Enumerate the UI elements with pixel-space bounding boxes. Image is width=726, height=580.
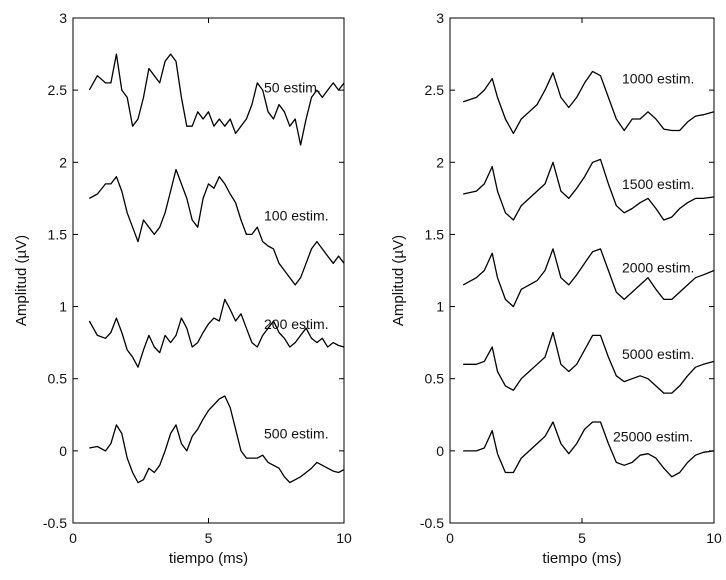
series-label: 1500 estim. (622, 176, 694, 192)
series-label: 50 estim. (264, 79, 321, 95)
series-label: 1000 estim. (622, 71, 694, 87)
series-label: 25000 estim. (613, 428, 693, 444)
trace-25000-estim (463, 421, 715, 478)
y-tick-label: 2 (436, 154, 444, 170)
y-tick-label: 1.5 (425, 226, 445, 242)
x-tick-label: 0 (446, 530, 454, 546)
trace-500-estim (89, 395, 345, 484)
y-tick-label: 1.5 (48, 226, 68, 242)
y-tick-label: 1 (436, 299, 444, 315)
y-tick-label: 0.5 (48, 371, 68, 387)
y-tick-label: 2 (59, 154, 67, 170)
series-label: 200 estim. (264, 316, 329, 332)
y-axis-label: Amplitud (µV) (13, 235, 30, 326)
x-tick-label: 10 (336, 530, 352, 546)
y-tick-label: 1 (59, 299, 67, 315)
trace-2000-estim (462, 248, 715, 308)
series-label: 500 estim. (264, 426, 329, 442)
y-tick-label: 0 (59, 443, 67, 459)
series-label: 5000 estim. (622, 346, 694, 362)
trace-1500-estim (463, 158, 715, 221)
y-tick-label: 3 (59, 10, 67, 26)
x-tick-label: 5 (578, 530, 586, 546)
y-tick-label: 2.5 (48, 82, 68, 98)
x-tick-label: 0 (69, 530, 77, 546)
y-axis-label: Amplitud (µV) (390, 235, 407, 326)
y-tick-label: 2.5 (425, 82, 445, 98)
y-tick-label: -0.5 (420, 515, 444, 531)
x-tick-label: 10 (706, 530, 722, 546)
y-tick-label: -0.5 (43, 515, 67, 531)
y-tick-label: 0.5 (425, 371, 445, 387)
y-tick-label: 3 (436, 10, 444, 26)
trace-1000-estim (462, 70, 715, 135)
series-label: 100 estim. (264, 208, 329, 224)
x-axis-label: tiempo (ms) (169, 550, 248, 567)
x-tick-label: 5 (205, 530, 213, 546)
y-tick-label: 0 (436, 443, 444, 459)
series-label: 2000 estim. (622, 260, 694, 276)
trace-200-estim (88, 298, 345, 368)
x-axis-label: tiempo (ms) (542, 550, 621, 567)
trace-5000-estim (463, 331, 715, 394)
trace-100-estim (88, 168, 345, 286)
trace-50-estim (88, 53, 345, 146)
